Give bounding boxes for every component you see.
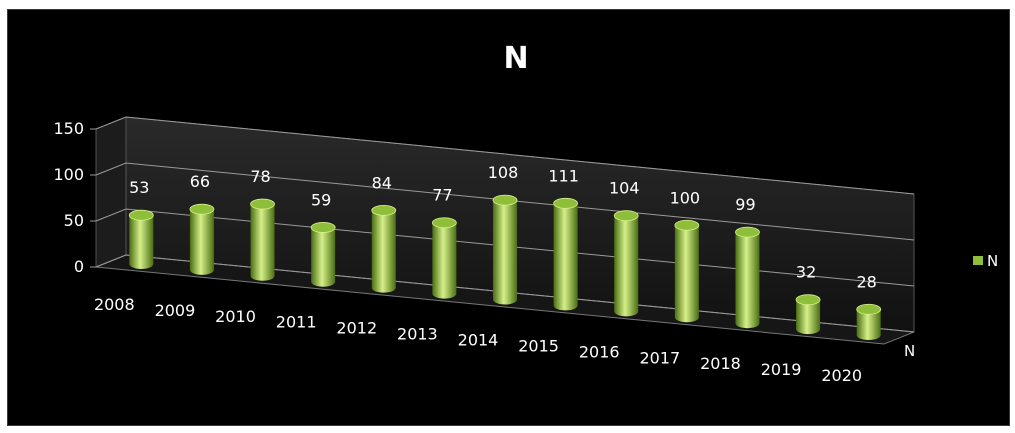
chart-title: N	[503, 41, 528, 76]
y-axis-ticks: 0 50 100 150	[53, 119, 96, 276]
bar-top	[613, 210, 639, 222]
category-label: 2018	[700, 354, 741, 373]
data-label: 32	[796, 263, 816, 282]
gridline	[95, 162, 915, 241]
bar	[493, 200, 517, 305]
gridline	[95, 116, 915, 195]
data-label: 108	[488, 163, 519, 182]
bar	[614, 215, 639, 317]
category-label: 2011	[276, 313, 317, 332]
category-label: 2013	[397, 325, 438, 344]
bar-top	[310, 222, 336, 233]
category-label: 2017	[639, 348, 680, 367]
bar	[735, 232, 760, 329]
bar-top	[553, 197, 579, 209]
bar-top	[674, 219, 700, 231]
category-labels: 2008 2009 2010 2011 2012 2013 2014 2015 2016 2017…	[94, 295, 862, 385]
bar	[129, 215, 154, 269]
category-label: 2008	[94, 295, 135, 314]
category-label: 2010	[215, 307, 256, 326]
data-label: 84	[372, 173, 392, 192]
category-label: 2014	[458, 331, 499, 350]
category-label: 2016	[579, 342, 620, 361]
y-tick-label: 150	[53, 119, 84, 138]
bar	[674, 225, 699, 323]
bar	[432, 222, 457, 299]
y-tick-label: 0	[74, 257, 84, 276]
data-label: 111	[548, 166, 579, 185]
legend-swatch	[973, 256, 983, 265]
bar-top	[128, 209, 154, 221]
data-label: 104	[609, 179, 640, 198]
bar-top	[371, 204, 397, 216]
chart-svg: 0 50 100 150 53 66 78 59 84 77 108 111 104 100 99 32 28…	[53, 41, 998, 385]
data-label: 59	[311, 190, 331, 209]
bar	[796, 299, 821, 335]
depth-axis-label: N	[904, 342, 915, 360]
bars	[128, 194, 882, 341]
data-label: 28	[857, 272, 877, 291]
category-label: 2020	[821, 366, 862, 385]
data-label: 100	[670, 188, 701, 207]
bar-top	[492, 194, 518, 206]
y-tick-label: 50	[64, 211, 84, 230]
data-label: 77	[432, 186, 452, 205]
gridline	[95, 254, 915, 333]
category-label: 2015	[518, 336, 559, 355]
bar-top	[856, 303, 882, 315]
bar	[311, 227, 336, 287]
data-labels: 53 66 78 59 84 77 108 111 104 100 99 32 28	[129, 163, 877, 291]
chart-gridlines	[95, 116, 915, 333]
category-label: 2012	[336, 319, 377, 338]
data-label: 53	[129, 178, 149, 197]
bar-top	[431, 217, 457, 229]
data-label: 78	[250, 167, 270, 186]
data-label: 66	[190, 172, 210, 191]
bar	[250, 204, 275, 281]
legend: N	[973, 252, 998, 270]
bar-top	[735, 226, 760, 238]
y-tick-label: 100	[53, 165, 84, 184]
chart-area: 0 50 100 150 53 66 78 59 84 77 108 111 104 100 99 32 28…	[7, 9, 1010, 426]
bar	[189, 209, 214, 275]
bar-top	[189, 203, 215, 215]
bar	[371, 210, 396, 293]
legend-label: N	[987, 252, 998, 270]
data-label: 99	[735, 195, 755, 214]
category-label: 2009	[155, 301, 196, 320]
bar-top	[250, 198, 275, 210]
bar	[553, 203, 578, 311]
bar	[856, 309, 881, 341]
side-wall	[95, 116, 127, 268]
gridline	[95, 208, 915, 287]
bar-top	[795, 294, 821, 306]
category-label: 2019	[761, 360, 802, 379]
